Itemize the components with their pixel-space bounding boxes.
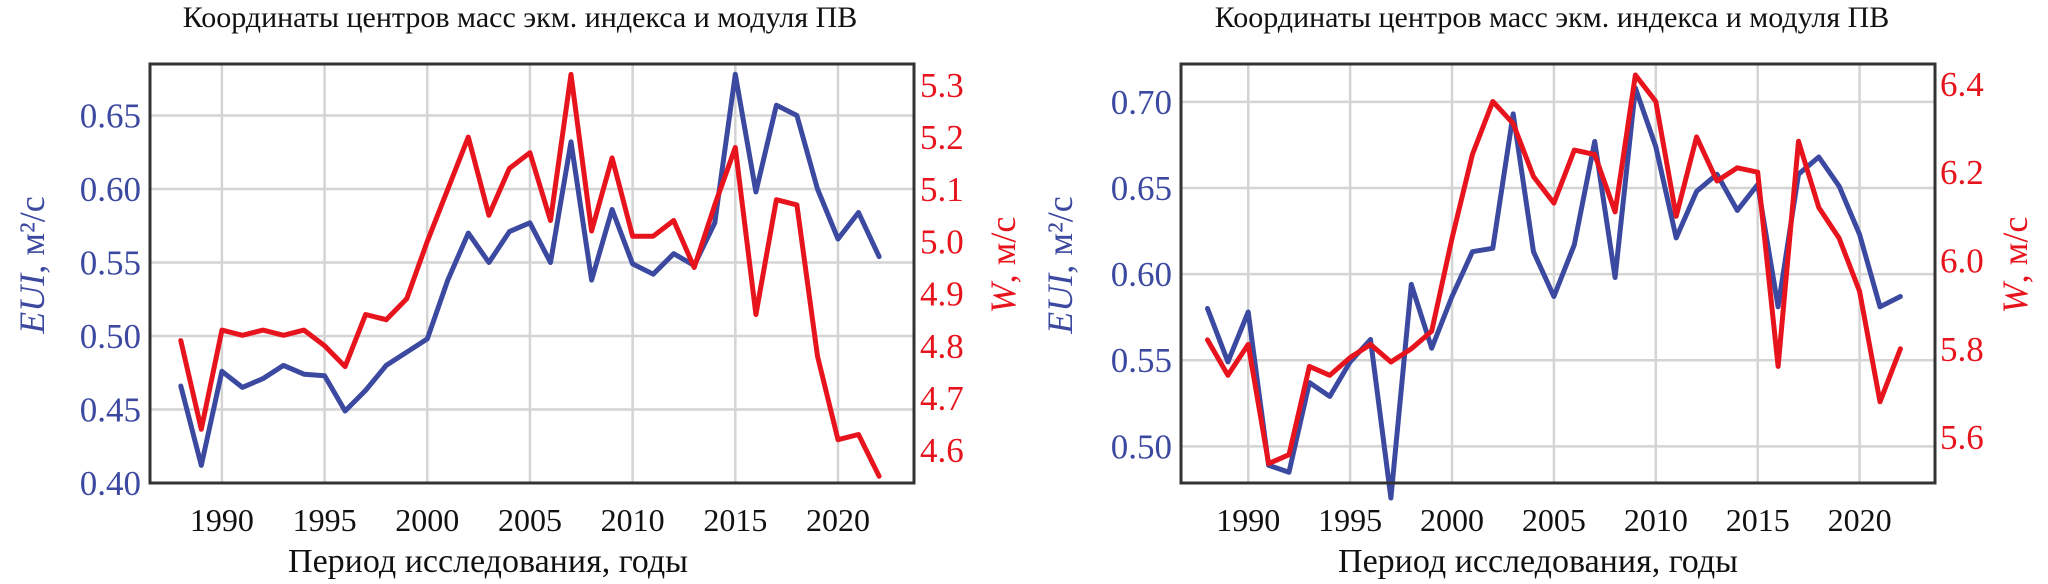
y-right-tick-label: 4.9 (920, 275, 964, 314)
x-tick-label: 1990 (1216, 502, 1280, 538)
y-left-axis-label: EUI, м²/с (1040, 196, 1080, 335)
y-right-tick-label: 6.2 (1940, 153, 1984, 192)
y-right-tick-label: 6.0 (1940, 241, 1984, 280)
y-left-tick-label: 0.55 (1111, 341, 1172, 380)
x-tick-label: 2020 (1828, 502, 1892, 538)
x-tick-label: 2010 (1624, 502, 1688, 538)
x-tick-label: 1990 (190, 502, 254, 538)
x-tick-label: 2005 (1522, 502, 1586, 538)
x-tick-label: 2020 (806, 502, 870, 538)
y-right-axis-label: W, м/с (1995, 217, 2035, 314)
y-left-tick-label: 0.60 (1111, 255, 1172, 294)
y-right-axis-label: W, м/с (983, 217, 1023, 314)
y-right-tick-label: 5.8 (1940, 330, 1984, 369)
y-right-tick-label: 5.6 (1940, 418, 1984, 457)
y-left-tick-label: 0.65 (80, 96, 141, 135)
y-right-tick-label: 6.4 (1940, 65, 1984, 104)
y-left-tick-label: 0.60 (80, 170, 141, 209)
y-right-tick-label: 5.2 (920, 118, 964, 157)
x-tick-label: 2000 (1420, 502, 1484, 538)
y-right-tick-label: 5.0 (920, 222, 964, 261)
x-tick-label: 2000 (395, 502, 459, 538)
chart-title: Координаты центров масс экм. индекса и м… (1215, 1, 1890, 34)
x-tick-label: 2015 (703, 502, 767, 538)
x-tick-label: 2010 (601, 502, 665, 538)
y-left-tick-label: 0.65 (1111, 169, 1172, 208)
y-left-axis-label: EUI, м²/с (12, 196, 52, 335)
y-right-tick-label: 4.6 (920, 431, 964, 470)
chart-title: Координаты центров масс экм. индекса и м… (183, 1, 858, 34)
y-right-tick-label: 5.3 (920, 66, 964, 105)
x-axis-label: Период исследования, годы (1338, 543, 1738, 580)
y-right-tick-label: 4.7 (920, 379, 964, 418)
y-left-tick-label: 0.45 (80, 390, 141, 429)
x-axis-label: Период исследования, годы (288, 543, 688, 580)
chart-panel-2: Координаты центров масс экм. индекса и м… (1040, 1, 2035, 580)
y-left-tick-label: 0.55 (80, 243, 141, 282)
plot-frame (148, 62, 916, 485)
x-tick-label: 1995 (1318, 502, 1382, 538)
plot-frame (1179, 62, 1937, 485)
x-tick-label: 1995 (293, 502, 357, 538)
y-left-tick-label: 0.50 (1111, 427, 1172, 466)
y-left-tick-label: 0.70 (1111, 83, 1172, 122)
y-left-tick-label: 0.50 (80, 317, 141, 356)
x-tick-label: 2015 (1726, 502, 1790, 538)
y-right-tick-label: 4.8 (920, 327, 964, 366)
y-right-tick-label: 5.1 (920, 170, 964, 209)
chart-panel-1: Координаты центров масс экм. индекса и м… (12, 1, 1023, 580)
y-left-tick-label: 0.40 (80, 464, 141, 503)
x-tick-label: 2005 (498, 502, 562, 538)
